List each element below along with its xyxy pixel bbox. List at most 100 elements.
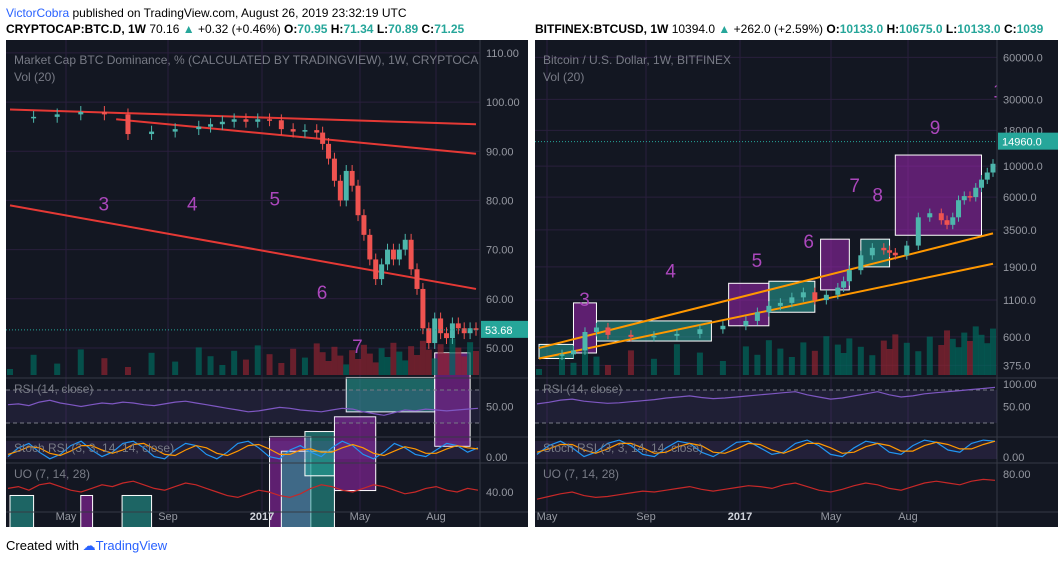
candle-body [881, 247, 887, 251]
right-open: 10133.0 [839, 22, 884, 36]
candle-body [290, 129, 296, 132]
volume-bar [593, 356, 600, 375]
author-link[interactable]: VictorCobra [6, 6, 70, 20]
right-ticker-line: BITFINEX:BTCUSD, 1W 10394.0 ▲ +262.0 (+2… [535, 22, 1043, 36]
volume-bar [800, 342, 807, 375]
chart-title: Bitcoin / U.S. Dollar, 1W, BITFINEX [543, 53, 731, 67]
left-h-label: H: [330, 22, 344, 36]
left-low: 70.89 [388, 22, 419, 36]
candle-body [331, 158, 337, 181]
volume-bar [788, 357, 795, 375]
right-h-label: H: [886, 22, 900, 36]
volume-bar [949, 338, 956, 375]
stoch-rsi-tick: 0.00 [486, 452, 507, 464]
wave-box [80, 494, 94, 527]
volume-bar [978, 334, 985, 375]
candle-body [835, 287, 841, 295]
candle-body [367, 234, 373, 260]
volume-bar [396, 351, 403, 375]
volume-bar [696, 352, 703, 375]
volume-bar [754, 354, 761, 375]
volume-bar [604, 365, 611, 375]
x-tick: Aug [426, 511, 446, 523]
volume-bar [101, 358, 108, 375]
volume-bar [823, 336, 830, 375]
candle-body [349, 170, 355, 186]
btcusd-chart[interactable]: 3456789160000.030000.018000.010000.06000… [535, 40, 1058, 527]
price-tick: 3500.0 [1003, 225, 1037, 237]
volume-bar [414, 355, 421, 375]
volume-bar [961, 332, 968, 375]
candle-body [869, 247, 875, 256]
price-tick: 375.0 [1003, 360, 1031, 372]
volume-bar [869, 355, 876, 375]
candle-body [990, 163, 996, 173]
candle-body [125, 114, 131, 135]
candle-body [444, 333, 450, 339]
candle-body [420, 288, 426, 329]
candle-body [697, 329, 703, 334]
left-symbol[interactable]: CRYPTOCAP:BTC.D, 1W [6, 22, 147, 36]
trend-line [538, 232, 994, 349]
uo-label: UO (7, 14, 28) [543, 467, 619, 481]
volume-bar [972, 326, 979, 375]
candle-body [651, 335, 657, 338]
stoch-rsi-line [7, 442, 479, 457]
candle-body [915, 217, 921, 246]
candle-body [361, 215, 367, 235]
stoch-band [535, 441, 997, 459]
left-o-label: O: [284, 22, 298, 36]
price-tick: 100.00 [486, 97, 520, 109]
candle-body [402, 239, 408, 250]
candle-body [426, 328, 432, 344]
right-last: 10394.0 [671, 22, 716, 36]
volume-bar [719, 361, 726, 375]
volume-bar [231, 350, 238, 375]
volume-bar [673, 344, 680, 375]
candle-body [337, 180, 343, 201]
candle-body [674, 333, 680, 336]
candle-body [54, 114, 60, 117]
tradingview-link[interactable]: TradingView [95, 538, 168, 553]
left-close: 71.25 [434, 22, 465, 36]
btc-dominance-svg[interactable]: 3 4 5 6 7 110.00 100.00 90.00 80.00 70.00 60.00 50.… [6, 40, 528, 527]
price-label: 53.68 [485, 325, 513, 337]
rsi-label: RSI (14, close) [14, 382, 93, 396]
candle-body [243, 119, 249, 122]
candle-body [231, 119, 237, 122]
volume-label: Vol (20) [543, 70, 584, 84]
volume-bar [903, 342, 910, 375]
candle-body [846, 270, 852, 282]
btc-dominance-chart[interactable]: 3 4 5 6 7 110.00 100.00 90.00 80.00 70.00 60.00 50.… [6, 40, 528, 527]
volume-bar [390, 342, 397, 375]
candle-body [938, 213, 944, 221]
volume-label: Vol (20) [14, 70, 55, 84]
wave-label: 4 [187, 194, 198, 215]
rsi-band [6, 390, 480, 423]
volume-bar [967, 341, 974, 375]
volume-bar [742, 346, 749, 375]
candle-body [255, 119, 261, 122]
wave-label: 8 [872, 185, 883, 206]
btcusd-svg[interactable]: 3456789160000.030000.018000.010000.06000… [535, 40, 1058, 527]
candle-body [326, 143, 332, 159]
volume-bar [880, 340, 887, 375]
price-label-bg [998, 132, 1058, 150]
x-tick: May [56, 511, 77, 523]
wave-box [304, 431, 335, 477]
price-tick: 50.00 [486, 343, 514, 355]
candle-body [432, 318, 438, 344]
price-tick: 6000.0 [1003, 192, 1037, 204]
rsi-band [535, 390, 997, 423]
candle-body [414, 269, 420, 289]
x-tick: 2017 [728, 511, 752, 523]
volume-bar [313, 343, 320, 375]
volume-bar [431, 358, 438, 375]
right-change: +262.0 (+2.59%) [733, 22, 824, 36]
wave-box [9, 494, 35, 527]
candle-body [961, 196, 967, 201]
price-tick: 600.0 [1003, 332, 1031, 344]
trend-line [538, 262, 994, 360]
right-symbol[interactable]: BITFINEX:BTCUSD, 1W [535, 22, 669, 36]
tradingview-logo-icon[interactable]: ☁ [82, 538, 96, 553]
